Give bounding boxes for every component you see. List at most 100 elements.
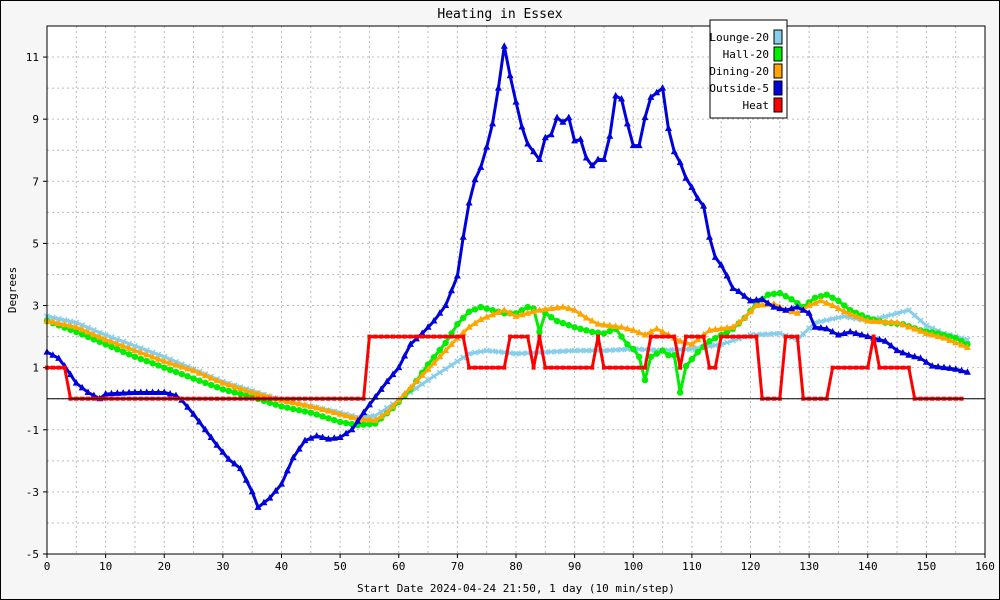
data-point xyxy=(207,433,215,441)
data-point xyxy=(272,487,280,494)
y-tick-label: -5 xyxy=(26,548,39,561)
data-point xyxy=(653,350,660,357)
legend-swatch-lounge-20 xyxy=(773,29,783,45)
data-point xyxy=(795,334,800,339)
data-point xyxy=(119,389,127,396)
data-point xyxy=(682,362,690,370)
data-point xyxy=(160,388,168,395)
data-point xyxy=(219,379,227,386)
data-point xyxy=(625,365,630,370)
data-point xyxy=(514,334,518,339)
data-point xyxy=(377,412,385,420)
data-point xyxy=(846,327,854,335)
data-point xyxy=(172,368,180,376)
data-point xyxy=(478,365,483,370)
data-point xyxy=(559,303,567,310)
data-point xyxy=(225,381,233,388)
data-point xyxy=(307,409,315,416)
data-point xyxy=(365,415,373,423)
data-point xyxy=(231,459,239,467)
data-point xyxy=(383,408,391,416)
data-point xyxy=(518,122,526,130)
data-point xyxy=(283,397,291,405)
data-point xyxy=(871,334,876,339)
data-point xyxy=(454,320,461,328)
legend-label-heat: Heat xyxy=(743,99,770,112)
data-point xyxy=(624,346,631,353)
data-point xyxy=(530,307,538,315)
data-point xyxy=(911,312,918,319)
data-point xyxy=(367,334,372,339)
data-point xyxy=(372,412,379,419)
data-point xyxy=(102,341,109,348)
data-point xyxy=(582,313,590,321)
data-point xyxy=(295,406,303,414)
data-point xyxy=(178,363,186,370)
data-point xyxy=(928,331,936,338)
data-point xyxy=(500,42,508,49)
data-point xyxy=(553,113,561,121)
data-point xyxy=(543,365,548,370)
data-point xyxy=(793,303,801,310)
data-point xyxy=(506,309,514,316)
x-tick-label: 160 xyxy=(975,560,995,573)
data-point xyxy=(442,301,450,309)
y-tick-label: 1 xyxy=(32,362,39,375)
data-point xyxy=(717,324,725,332)
data-point xyxy=(231,382,239,390)
data-point xyxy=(547,313,555,321)
data-point xyxy=(431,334,436,339)
data-point xyxy=(389,370,397,378)
data-point xyxy=(606,321,614,329)
data-point xyxy=(461,334,466,339)
data-point xyxy=(641,376,649,384)
data-point xyxy=(213,441,221,448)
data-point xyxy=(455,334,460,339)
data-point xyxy=(852,312,860,319)
data-point xyxy=(817,293,825,300)
data-point xyxy=(383,377,391,385)
data-point xyxy=(541,133,549,141)
data-point xyxy=(963,368,971,375)
data-point xyxy=(547,304,555,312)
data-point xyxy=(963,343,971,350)
data-point xyxy=(395,396,403,403)
data-point xyxy=(90,336,98,343)
data-point xyxy=(336,418,344,426)
data-point xyxy=(618,346,625,353)
data-point xyxy=(342,411,350,419)
data-point xyxy=(694,348,701,356)
data-point xyxy=(695,334,700,339)
data-point xyxy=(660,334,665,339)
data-point xyxy=(155,351,162,358)
data-point xyxy=(934,362,942,370)
data-point xyxy=(524,140,532,147)
data-point xyxy=(330,408,338,416)
x-tick-label: 130 xyxy=(799,560,819,573)
data-point xyxy=(295,399,303,407)
data-point xyxy=(424,365,432,372)
data-point xyxy=(858,331,866,338)
data-point xyxy=(606,132,614,139)
data-point xyxy=(572,365,577,370)
data-point xyxy=(319,433,327,441)
data-point xyxy=(395,363,403,371)
data-point xyxy=(465,199,473,206)
data-point xyxy=(894,310,901,317)
data-point xyxy=(108,334,115,341)
data-point xyxy=(535,306,543,313)
data-point xyxy=(496,365,501,370)
data-point xyxy=(225,387,232,395)
data-point xyxy=(236,384,244,392)
data-point xyxy=(125,344,133,351)
data-point xyxy=(160,357,168,364)
data-point xyxy=(254,390,262,397)
data-point xyxy=(248,388,256,395)
data-point xyxy=(61,317,68,324)
data-point xyxy=(414,334,419,339)
data-point xyxy=(811,299,819,306)
data-point xyxy=(84,388,92,395)
data-point xyxy=(184,364,192,372)
data-point xyxy=(166,390,174,397)
y-tick-label: -3 xyxy=(26,486,39,499)
